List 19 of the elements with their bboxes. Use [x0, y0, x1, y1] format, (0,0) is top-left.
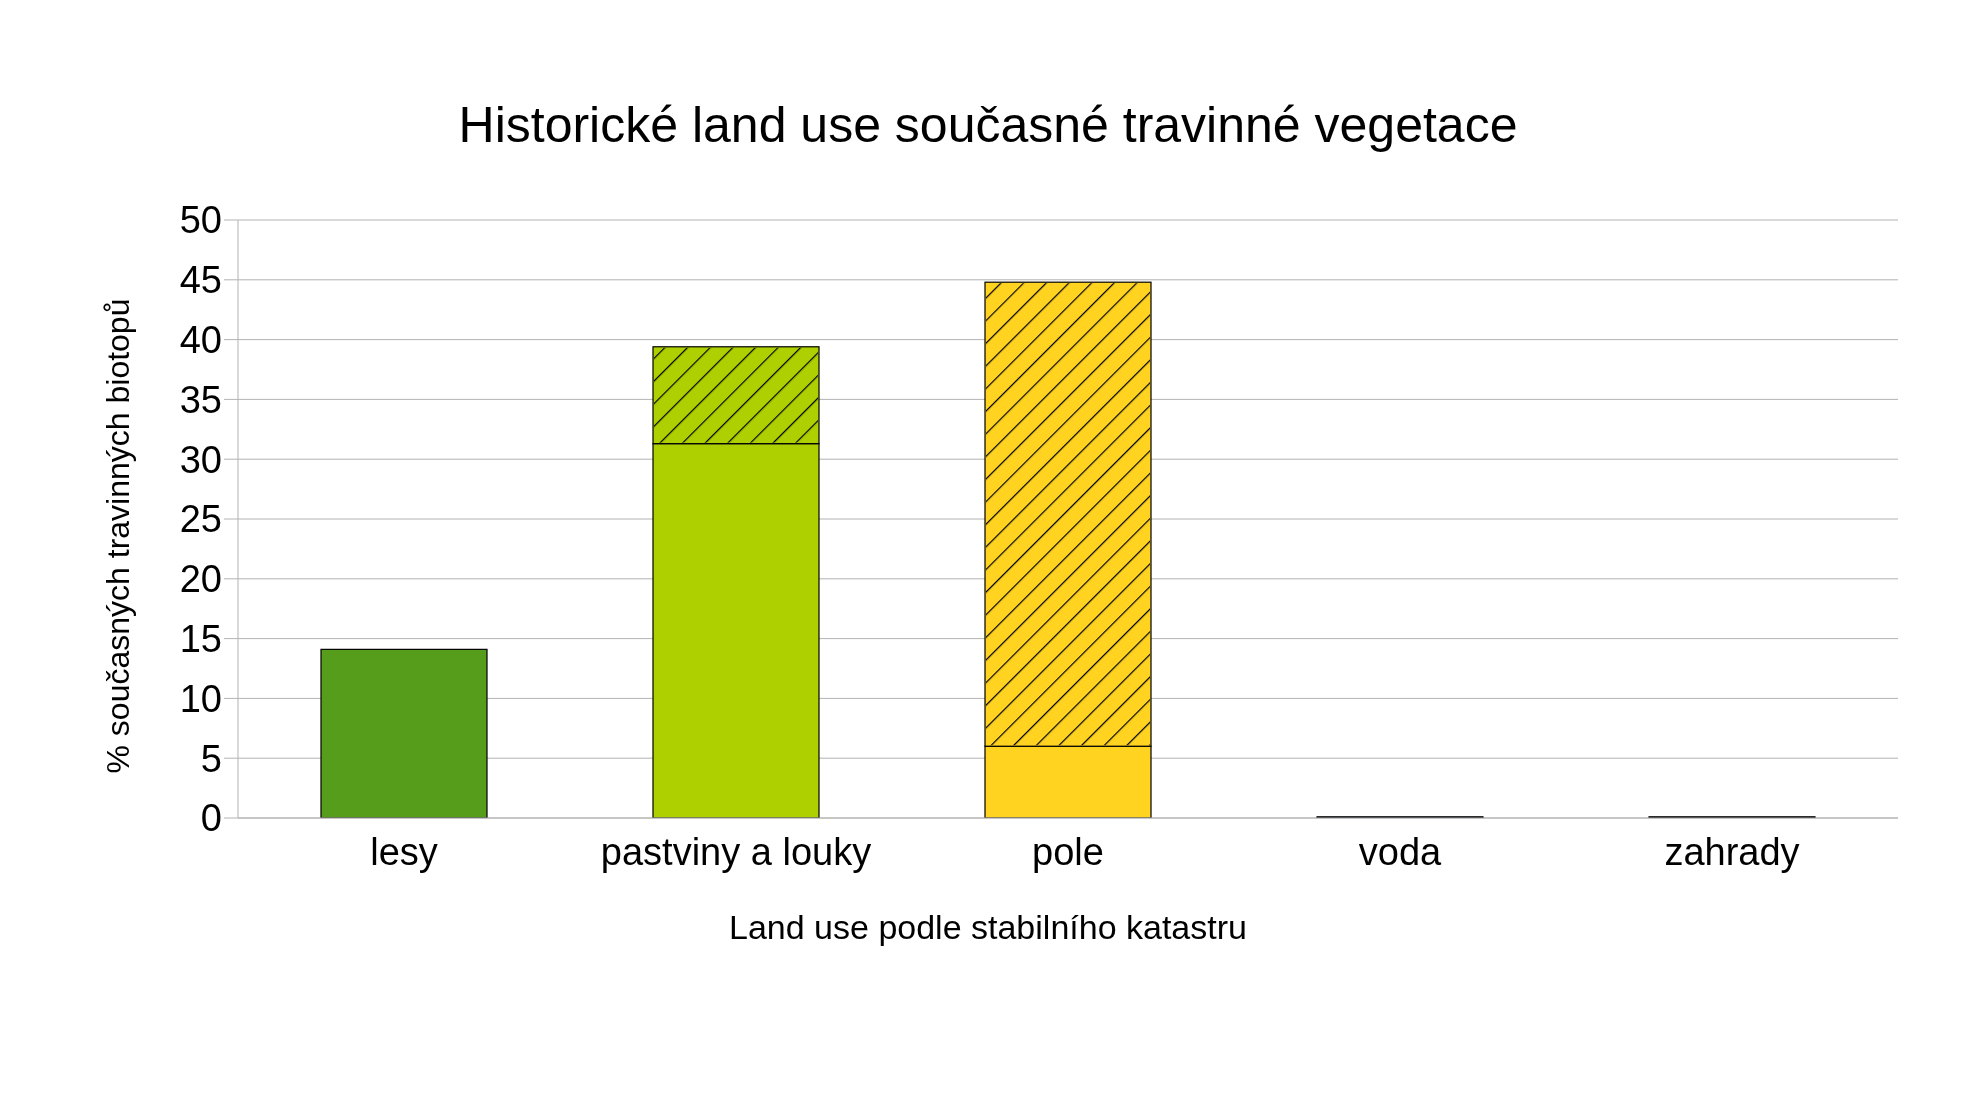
y-tick-label: 35: [179, 378, 222, 421]
chart-title: Historické land use současné travinné vegetace: [457, 96, 1519, 154]
y-tick-label: 45: [179, 259, 222, 302]
y-tick-label: 10: [179, 677, 222, 720]
x-tick-label: pastviny a louky: [600, 830, 872, 873]
y-tick-label: 0: [200, 797, 222, 840]
x-tick-label: voda: [1358, 830, 1443, 873]
y-tick-label: 5: [200, 737, 222, 780]
y-axis-title: % současných travinných biotopů: [99, 298, 137, 774]
y-tick-label: 30: [179, 438, 222, 481]
y-tick-label: 20: [179, 558, 222, 601]
x-tick-label: zahrady: [1664, 830, 1800, 873]
y-tick-label: 25: [179, 498, 222, 541]
x-axis-title: Land use podle stabilního katastru: [728, 908, 1248, 947]
y-tick-label: 50: [179, 199, 222, 242]
y-tick-label: 15: [179, 618, 222, 661]
x-tick-label: pole: [1032, 830, 1104, 873]
y-tick-label: 40: [179, 319, 222, 362]
x-tick-label: lesy: [370, 830, 438, 873]
